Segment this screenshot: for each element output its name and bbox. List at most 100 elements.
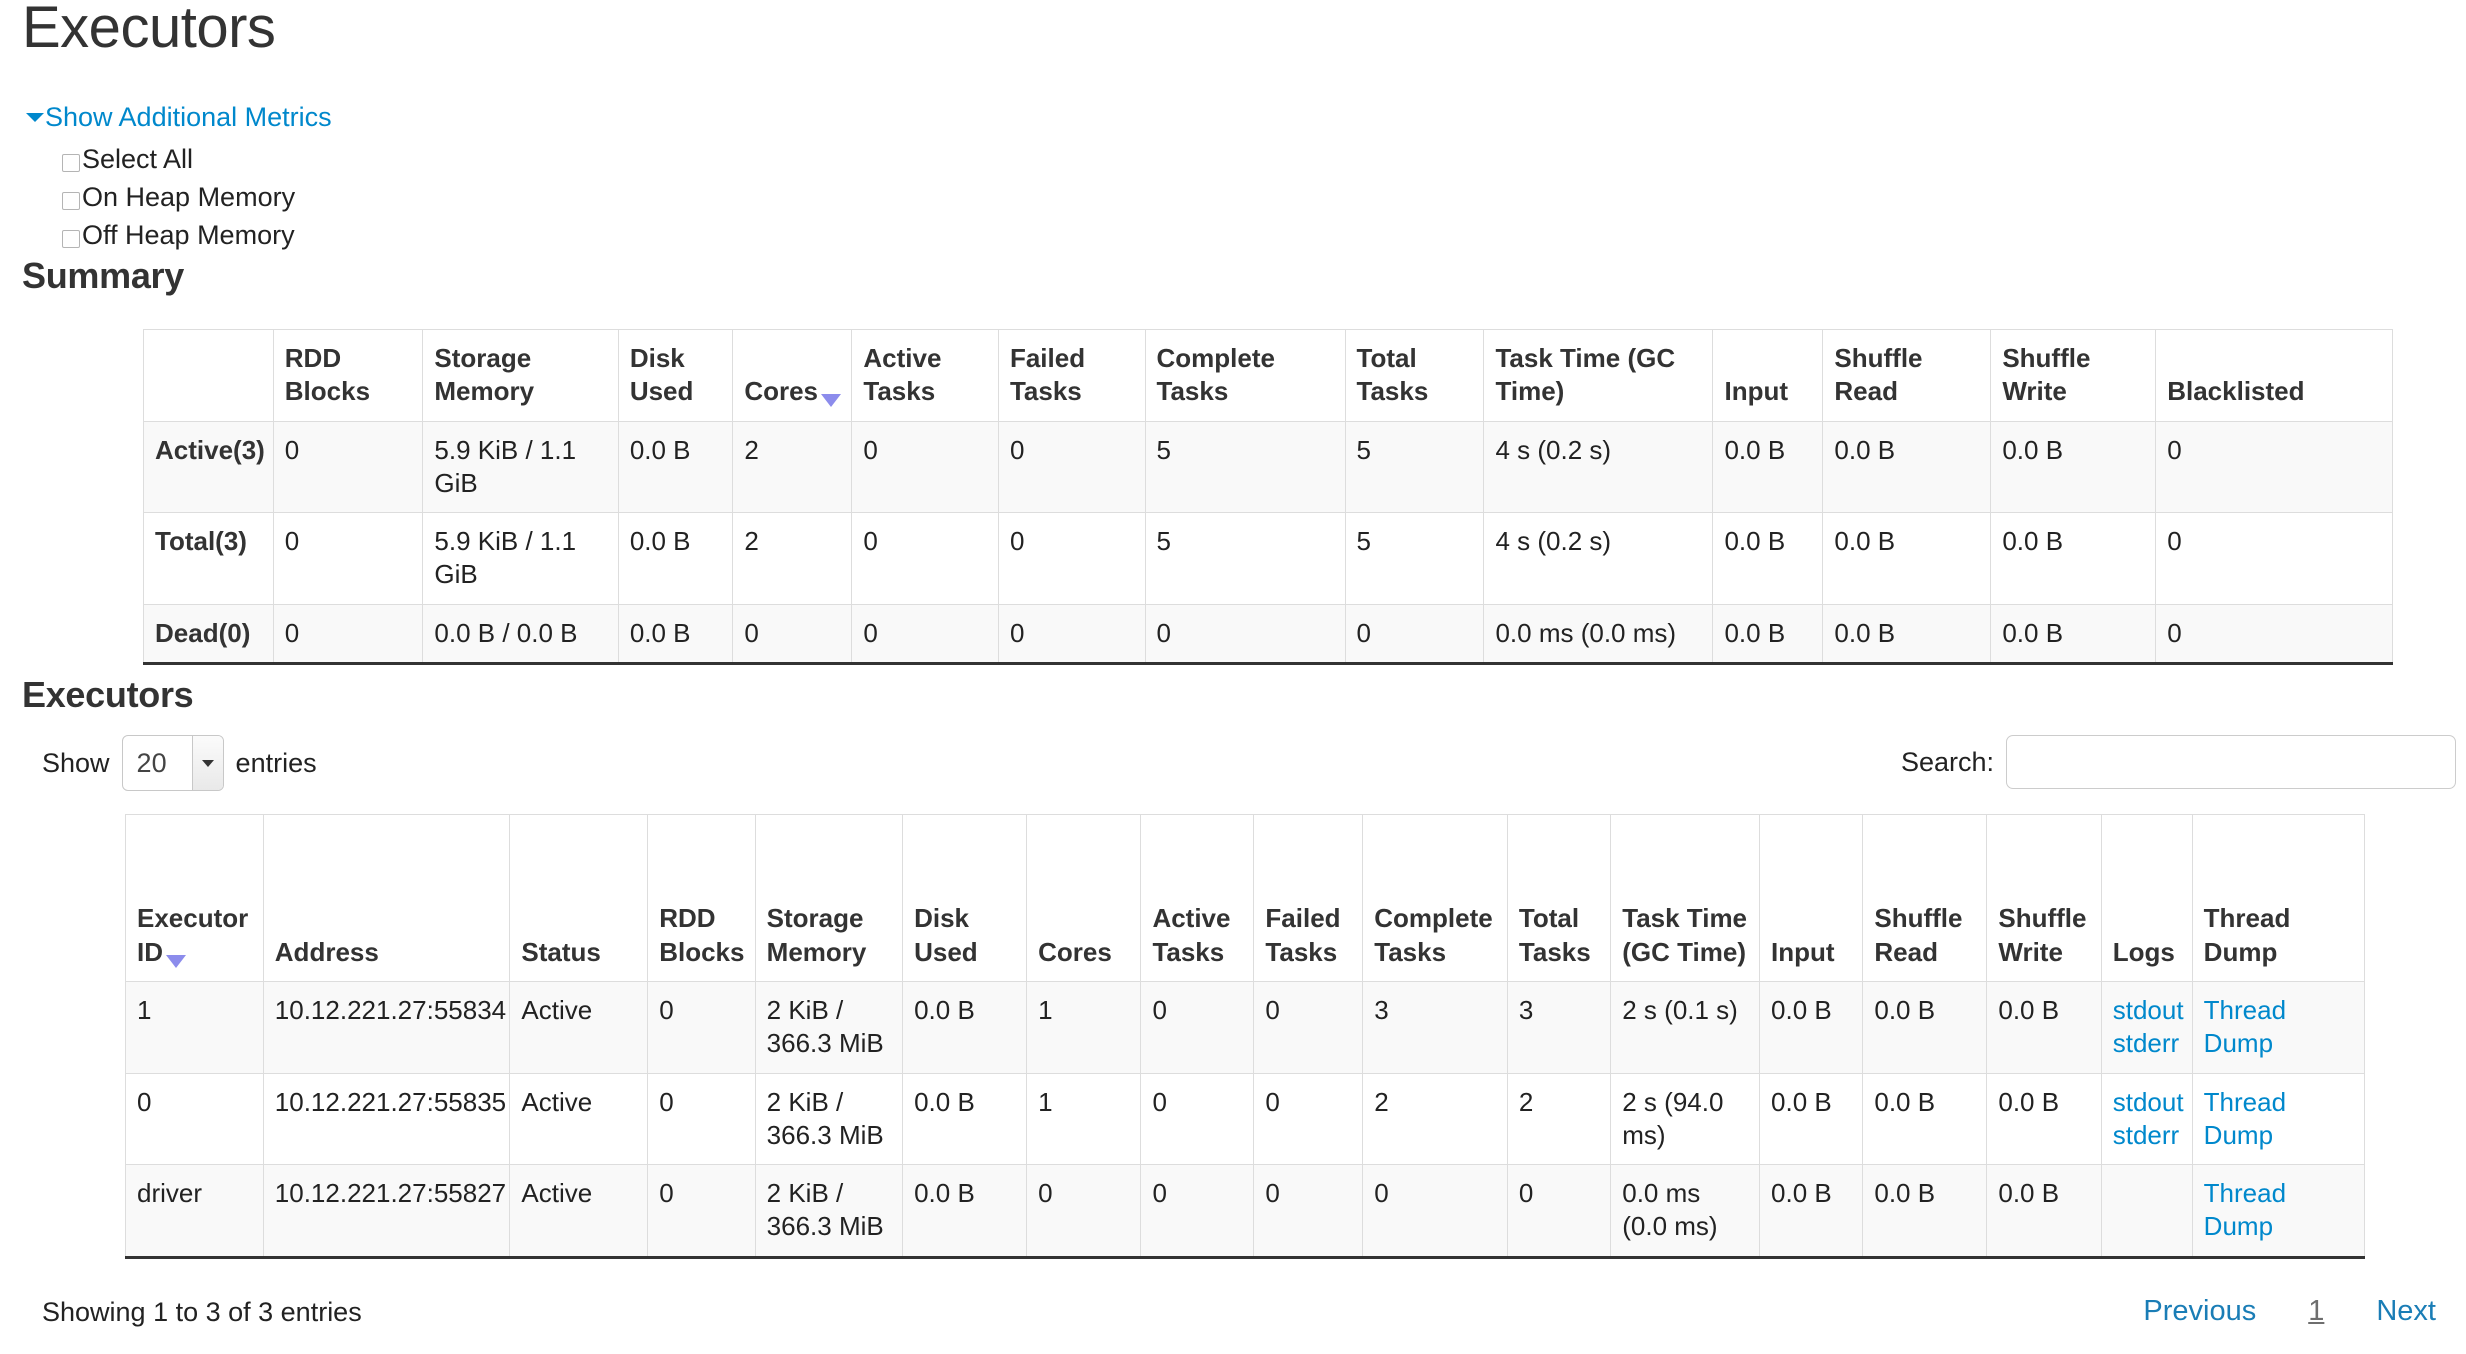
summary-col-cores-label: Cores	[744, 376, 819, 407]
summary-col-task-time[interactable]: Task Time (GC Time)	[1483, 329, 1714, 422]
col-failed-tasks[interactable]: Failed Tasks	[1253, 814, 1364, 982]
cell-executor-id: 0	[125, 1072, 264, 1166]
previous-page-button[interactable]: Previous	[2143, 1295, 2257, 1327]
cell-logs	[2100, 1164, 2193, 1259]
cell-total-tasks: 0	[1344, 603, 1485, 665]
col-cores[interactable]: Cores	[1026, 814, 1142, 982]
cell-storage-memory: 2 KiB / 366.3 MiB	[754, 1072, 904, 1166]
stdout-link[interactable]: stdout	[2112, 1086, 2184, 1117]
summary-col-active-tasks[interactable]: Active Tasks	[851, 329, 999, 422]
cell-address: 10.12.221.27:55827	[262, 1164, 511, 1259]
cell-task-time: 2 s (0.1 s)	[1610, 981, 1761, 1074]
col-logs[interactable]: Logs	[2100, 814, 2193, 982]
stderr-link[interactable]: stderr	[2112, 1119, 2180, 1150]
cell-storage-memory: 0.0 B / 0.0 B	[422, 603, 619, 665]
cell-blacklisted: 0	[2155, 603, 2393, 665]
cell-shuffle-read: 0.0 B	[1862, 981, 1988, 1074]
summary-col-input[interactable]: Input	[1712, 329, 1824, 422]
entries-per-page-select[interactable]: 20	[121, 735, 224, 791]
cell-shuffle-read: 0.0 B	[1822, 420, 1992, 514]
entries-info: Showing 1 to 3 of 3 entries	[42, 1297, 362, 1327]
cell-shuffle-write: 0.0 B	[1986, 1164, 2102, 1259]
stdout-link[interactable]: stdout	[2112, 995, 2184, 1025]
thread-dump-link[interactable]: Thread Dump	[2203, 995, 2287, 1059]
executors-table-body: 1 10.12.221.27:55834 Active 0 2 KiB / 36…	[125, 981, 2366, 1259]
col-task-time[interactable]: Task Time (GC Time)	[1610, 814, 1761, 982]
cell-logs: stdout stderr	[2100, 981, 2193, 1074]
sort-descending-icon	[166, 954, 186, 968]
cell-failed-tasks: 0	[1253, 1072, 1364, 1166]
cell-rdd-blocks: 0	[647, 1164, 756, 1259]
cell-disk-used: 0.0 B	[902, 1164, 1028, 1259]
summary-table: RDD Blocks Storage Memory Disk Used Core…	[143, 329, 2393, 665]
executors-table-head: Executor ID Address Status RDD Blocks St…	[125, 814, 2366, 982]
summary-col-disk-used[interactable]: Disk Used	[617, 329, 734, 422]
table-row: Active(3) 0 5.9 KiB / 1.1 GiB 0.0 B 2 0 …	[143, 420, 2393, 514]
col-executor-id[interactable]: Executor ID	[125, 814, 264, 982]
col-rdd-blocks[interactable]: RDD Blocks	[647, 814, 756, 982]
cell-shuffle-write: 0.0 B	[1986, 1072, 2102, 1166]
col-storage-memory[interactable]: Storage Memory	[754, 814, 904, 982]
metric-checkbox-on-heap-memory[interactable]: On Heap Memory	[62, 178, 295, 216]
entries-per-page-value: 20	[136, 747, 167, 778]
cell-input: 0.0 B	[1759, 981, 1864, 1074]
search-label: Search:	[1900, 746, 1994, 777]
summary-header-row: RDD Blocks Storage Memory Disk Used Core…	[143, 329, 2393, 422]
summary-col-failed-tasks[interactable]: Failed Tasks	[997, 329, 1146, 422]
col-complete-tasks[interactable]: Complete Tasks	[1362, 814, 1508, 982]
cell-thread-dump: Thread Dump	[2191, 1072, 2366, 1166]
summary-col-blank[interactable]	[143, 329, 274, 422]
search-input[interactable]	[2006, 735, 2456, 789]
cell-total-tasks: 5	[1344, 420, 1485, 514]
cell-executor-id: driver	[125, 1164, 264, 1259]
show-additional-metrics-toggle[interactable]: Show Additional Metrics	[26, 102, 332, 133]
cell-task-time: 2 s (94.0 ms)	[1610, 1072, 1761, 1166]
cell-task-time: 0.0 ms (0.0 ms)	[1483, 603, 1714, 665]
cell-shuffle-read: 0.0 B	[1822, 512, 1992, 605]
cell-shuffle-write: 0.0 B	[1990, 603, 2157, 665]
page-number-1[interactable]: 1	[2308, 1295, 2325, 1327]
metric-checkbox-select-all[interactable]: Select All	[62, 140, 295, 178]
page-title: Executors	[22, 0, 276, 60]
col-status[interactable]: Status	[509, 814, 649, 982]
cell-disk-used: 0.0 B	[617, 603, 734, 665]
cell-shuffle-read: 0.0 B	[1862, 1072, 1988, 1166]
summary-col-rdd-blocks[interactable]: RDD Blocks	[272, 329, 424, 422]
summary-col-total-tasks[interactable]: Total Tasks	[1344, 329, 1485, 422]
checkbox-icon[interactable]	[62, 192, 80, 210]
summary-col-shuffle-read[interactable]: Shuffle Read	[1822, 329, 1992, 422]
summary-col-cores[interactable]: Cores	[732, 329, 853, 422]
col-input[interactable]: Input	[1759, 814, 1864, 982]
stderr-link[interactable]: stderr	[2112, 1028, 2180, 1059]
cell-failed-tasks: 0	[997, 603, 1146, 665]
next-page-button[interactable]: Next	[2376, 1295, 2436, 1327]
cell-status: Active	[509, 1164, 649, 1259]
cell-cores: 1	[1026, 981, 1142, 1074]
col-shuffle-read[interactable]: Shuffle Read	[1862, 814, 1988, 982]
thread-dump-link[interactable]: Thread Dump	[2203, 1086, 2287, 1150]
col-total-tasks[interactable]: Total Tasks	[1506, 814, 1612, 982]
summary-col-storage-memory[interactable]: Storage Memory	[422, 329, 619, 422]
col-shuffle-write[interactable]: Shuffle Write	[1986, 814, 2102, 982]
cell-address: 10.12.221.27:55835	[262, 1072, 511, 1166]
cell-task-time: 4 s (0.2 s)	[1483, 512, 1714, 605]
summary-col-blacklisted[interactable]: Blacklisted	[2155, 329, 2393, 422]
checkbox-icon[interactable]	[62, 230, 80, 248]
cell-cores: 2	[732, 420, 853, 514]
metric-checkbox-off-heap-memory[interactable]: Off Heap Memory	[62, 216, 295, 254]
summary-col-complete-tasks[interactable]: Complete Tasks	[1144, 329, 1346, 422]
col-thread-dump[interactable]: Thread Dump	[2191, 814, 2366, 982]
show-additional-metrics-label: Show Additional Metrics	[45, 102, 332, 132]
cell-input: 0.0 B	[1759, 1164, 1864, 1259]
checkbox-icon[interactable]	[62, 154, 80, 172]
col-active-tasks[interactable]: Active Tasks	[1140, 814, 1255, 982]
cell-disk-used: 0.0 B	[902, 1072, 1028, 1166]
thread-dump-link[interactable]: Thread Dump	[2203, 1178, 2287, 1242]
col-address[interactable]: Address	[262, 814, 511, 982]
col-disk-used[interactable]: Disk Used	[902, 814, 1028, 982]
cell-total-tasks: 0	[1506, 1164, 1612, 1259]
cell-storage-memory: 5.9 KiB / 1.1 GiB	[422, 512, 619, 605]
summary-col-shuffle-write[interactable]: Shuffle Write	[1990, 329, 2157, 422]
cell-task-time: 4 s (0.2 s)	[1483, 420, 1714, 514]
cell-cores: 0	[732, 603, 853, 665]
